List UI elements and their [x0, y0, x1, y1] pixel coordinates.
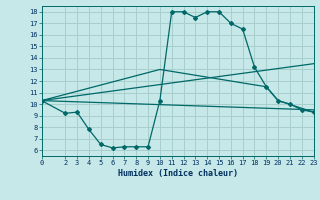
X-axis label: Humidex (Indice chaleur): Humidex (Indice chaleur) [118, 169, 237, 178]
